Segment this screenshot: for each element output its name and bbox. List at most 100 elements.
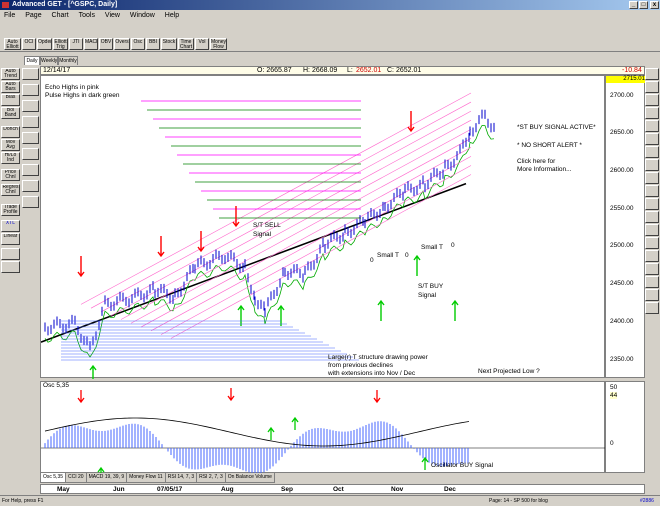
indicator-tabs: Osc 5,35 CCI 20 MACD 19, 39, 9 Money Flow 1… (40, 473, 605, 483)
oscillator-panel[interactable]: Osc 5,35 Oscillator BUY Signal (40, 381, 606, 480)
minimize-button[interactable]: _ (629, 1, 638, 9)
tab-rsi-2[interactable]: RSI 2, 7, 3 (196, 473, 226, 483)
annotation-no-short[interactable]: * NO SHORT ALERT * (517, 142, 582, 149)
menu-help[interactable]: Help (164, 12, 180, 19)
tab-monthly[interactable]: Monthly (58, 56, 78, 65)
tool-right-5[interactable] (645, 120, 659, 132)
maximize-button[interactable]: □ (639, 1, 648, 9)
toolbar-overs-button[interactable]: Overs (114, 38, 130, 50)
tool-right-3[interactable] (645, 94, 659, 106)
tool-right-9[interactable] (645, 172, 659, 184)
tab-money-flow[interactable]: Money Flow 11 (126, 473, 166, 483)
menu-chart[interactable]: Chart (51, 12, 69, 19)
toolbar-time-chart-button[interactable]: Time Chart (178, 38, 194, 50)
close-button[interactable]: x (650, 1, 659, 9)
tool-bars-icon[interactable] (22, 116, 39, 128)
tab-cci[interactable]: CCI 20 (65, 473, 87, 483)
tool-mov-avg[interactable]: Mov Avg (1, 139, 20, 151)
tab-osc[interactable]: Osc 5,35 (40, 473, 67, 483)
oscillator-axis: 50 44 0 (605, 381, 645, 473)
toolbar-macd-button[interactable]: MACD (84, 38, 98, 50)
toolbar-obv-button[interactable]: OBV (99, 38, 113, 50)
date-jul: 07/05/17 (157, 486, 183, 493)
annotation-small-t-2: Small T (421, 244, 443, 251)
tool-ruler-icon[interactable] (22, 148, 39, 160)
tool-wave-icon[interactable] (22, 84, 39, 96)
sell-arrow (77, 256, 85, 278)
tab-macd[interactable]: MACD 19, 39, 9 (85, 473, 128, 483)
toolbar-oci-button[interactable]: OCI (22, 38, 36, 50)
tool-right-19[interactable] (645, 302, 659, 314)
tool-channel-icon[interactable] (22, 196, 39, 208)
tool-right-17[interactable] (645, 276, 659, 288)
channel-line (100, 110, 472, 313)
tool-right-1[interactable] (645, 68, 659, 80)
tool-angle-icon[interactable] (22, 180, 39, 192)
annotation-st-buy-signal: Signal (418, 292, 437, 299)
tool-price-chnl[interactable]: Price Chnl (1, 169, 20, 181)
tab-obv[interactable]: On Balance Volume (224, 473, 275, 483)
menu-view[interactable]: View (104, 12, 120, 19)
toolbar-vol-button[interactable]: Vol (195, 38, 209, 50)
menu-file[interactable]: File (4, 12, 16, 19)
osc-sell-arrow (227, 388, 235, 402)
price-axis[interactable]: 2715.01 2700.00 2650.00 2600.00 2550.00 … (605, 75, 645, 378)
tool-linear[interactable]: Linear (1, 233, 20, 245)
tool-auto-trend[interactable]: Auto Trend (1, 68, 20, 80)
tool-fib-icon[interactable] (22, 132, 39, 144)
tool-misc-1[interactable] (1, 248, 20, 260)
annotation-st-sell-signal: Signal (253, 231, 272, 238)
buy-arrow (89, 364, 97, 386)
tab-daily[interactable]: Daily (24, 56, 40, 65)
tool-right-16[interactable] (645, 263, 659, 275)
tool-right-11[interactable] (645, 198, 659, 210)
tool-right-7[interactable] (645, 146, 659, 158)
tool-ellipse-icon[interactable] (22, 68, 39, 80)
menu-tools[interactable]: Tools (78, 12, 95, 19)
date-may: May (57, 486, 70, 493)
toolbar-osc-button[interactable]: Osc (131, 38, 145, 50)
tool-right-13[interactable] (645, 224, 659, 236)
tool-auto-bars[interactable]: Auto Bars (1, 81, 20, 93)
price-chart[interactable]: Echo Highs in pink Pulse Highs in dark g… (40, 75, 605, 386)
tool-right-6[interactable] (645, 133, 659, 145)
date-aug: Aug (221, 486, 234, 493)
tool-xtl[interactable]: XTL (1, 220, 20, 232)
tool-line-icon[interactable] (22, 100, 39, 112)
tool-right-4[interactable] (645, 107, 659, 119)
tool-right-14[interactable] (645, 237, 659, 249)
tool-right-12[interactable] (645, 211, 659, 223)
annotation-click-here[interactable]: Click here for (517, 158, 556, 165)
tool-trade-profile[interactable]: Trade Profile (1, 204, 20, 216)
tool-right-2[interactable] (645, 81, 659, 93)
tool-bias[interactable]: Bias (1, 94, 20, 106)
toolbar-jti-button[interactable]: JTI (69, 38, 83, 50)
tool-hilo-ind[interactable]: Hi/Lo Ind (1, 152, 20, 164)
tool-regres-chnl[interactable]: Regres Chnl (1, 184, 20, 196)
tool-right-15[interactable] (645, 250, 659, 262)
menu-window[interactable]: Window (129, 12, 155, 19)
tab-weekly[interactable]: Weekly (40, 56, 58, 65)
window-title: Advanced GET - [^GSPC, Daily] (12, 1, 118, 8)
tool-text-icon[interactable] (22, 164, 39, 176)
toolbar-opder-button[interactable]: Opder (37, 38, 52, 50)
tool-bol-band[interactable]: Bol Band (1, 107, 20, 119)
toolbar-auto-elliott-button[interactable]: Auto Elliott (4, 38, 21, 50)
tab-rsi-14[interactable]: RSI 14, 7, 3 (164, 473, 198, 483)
tool-right-8[interactable] (645, 159, 659, 171)
annotation-more-info[interactable]: More Information... (517, 166, 572, 173)
y-tick-2500: 2500.00 (610, 242, 634, 249)
annotation-st-buy-active[interactable]: *ST BUY SIGNAL ACTIVE* (517, 124, 596, 131)
toolbar-stock-button[interactable]: Stock (161, 38, 177, 50)
toolbar-elliott-trig-button[interactable]: Elliott Trig (53, 38, 68, 50)
tool-right-10[interactable] (645, 185, 659, 197)
tool-misc-2[interactable] (1, 261, 20, 273)
menu-page[interactable]: Page (25, 12, 42, 19)
tool-donch[interactable]: Donch (1, 126, 20, 138)
annotation-large-t-1: Large(r) T structure drawing power (328, 354, 428, 361)
tool-right-18[interactable] (645, 289, 659, 301)
toolbar-money-flow-button[interactable]: Money Flow (210, 38, 227, 50)
osc-zero: 0 (610, 440, 614, 447)
toolbar-bbi-button[interactable]: BBI (146, 38, 160, 50)
sell-arrow (407, 111, 415, 133)
